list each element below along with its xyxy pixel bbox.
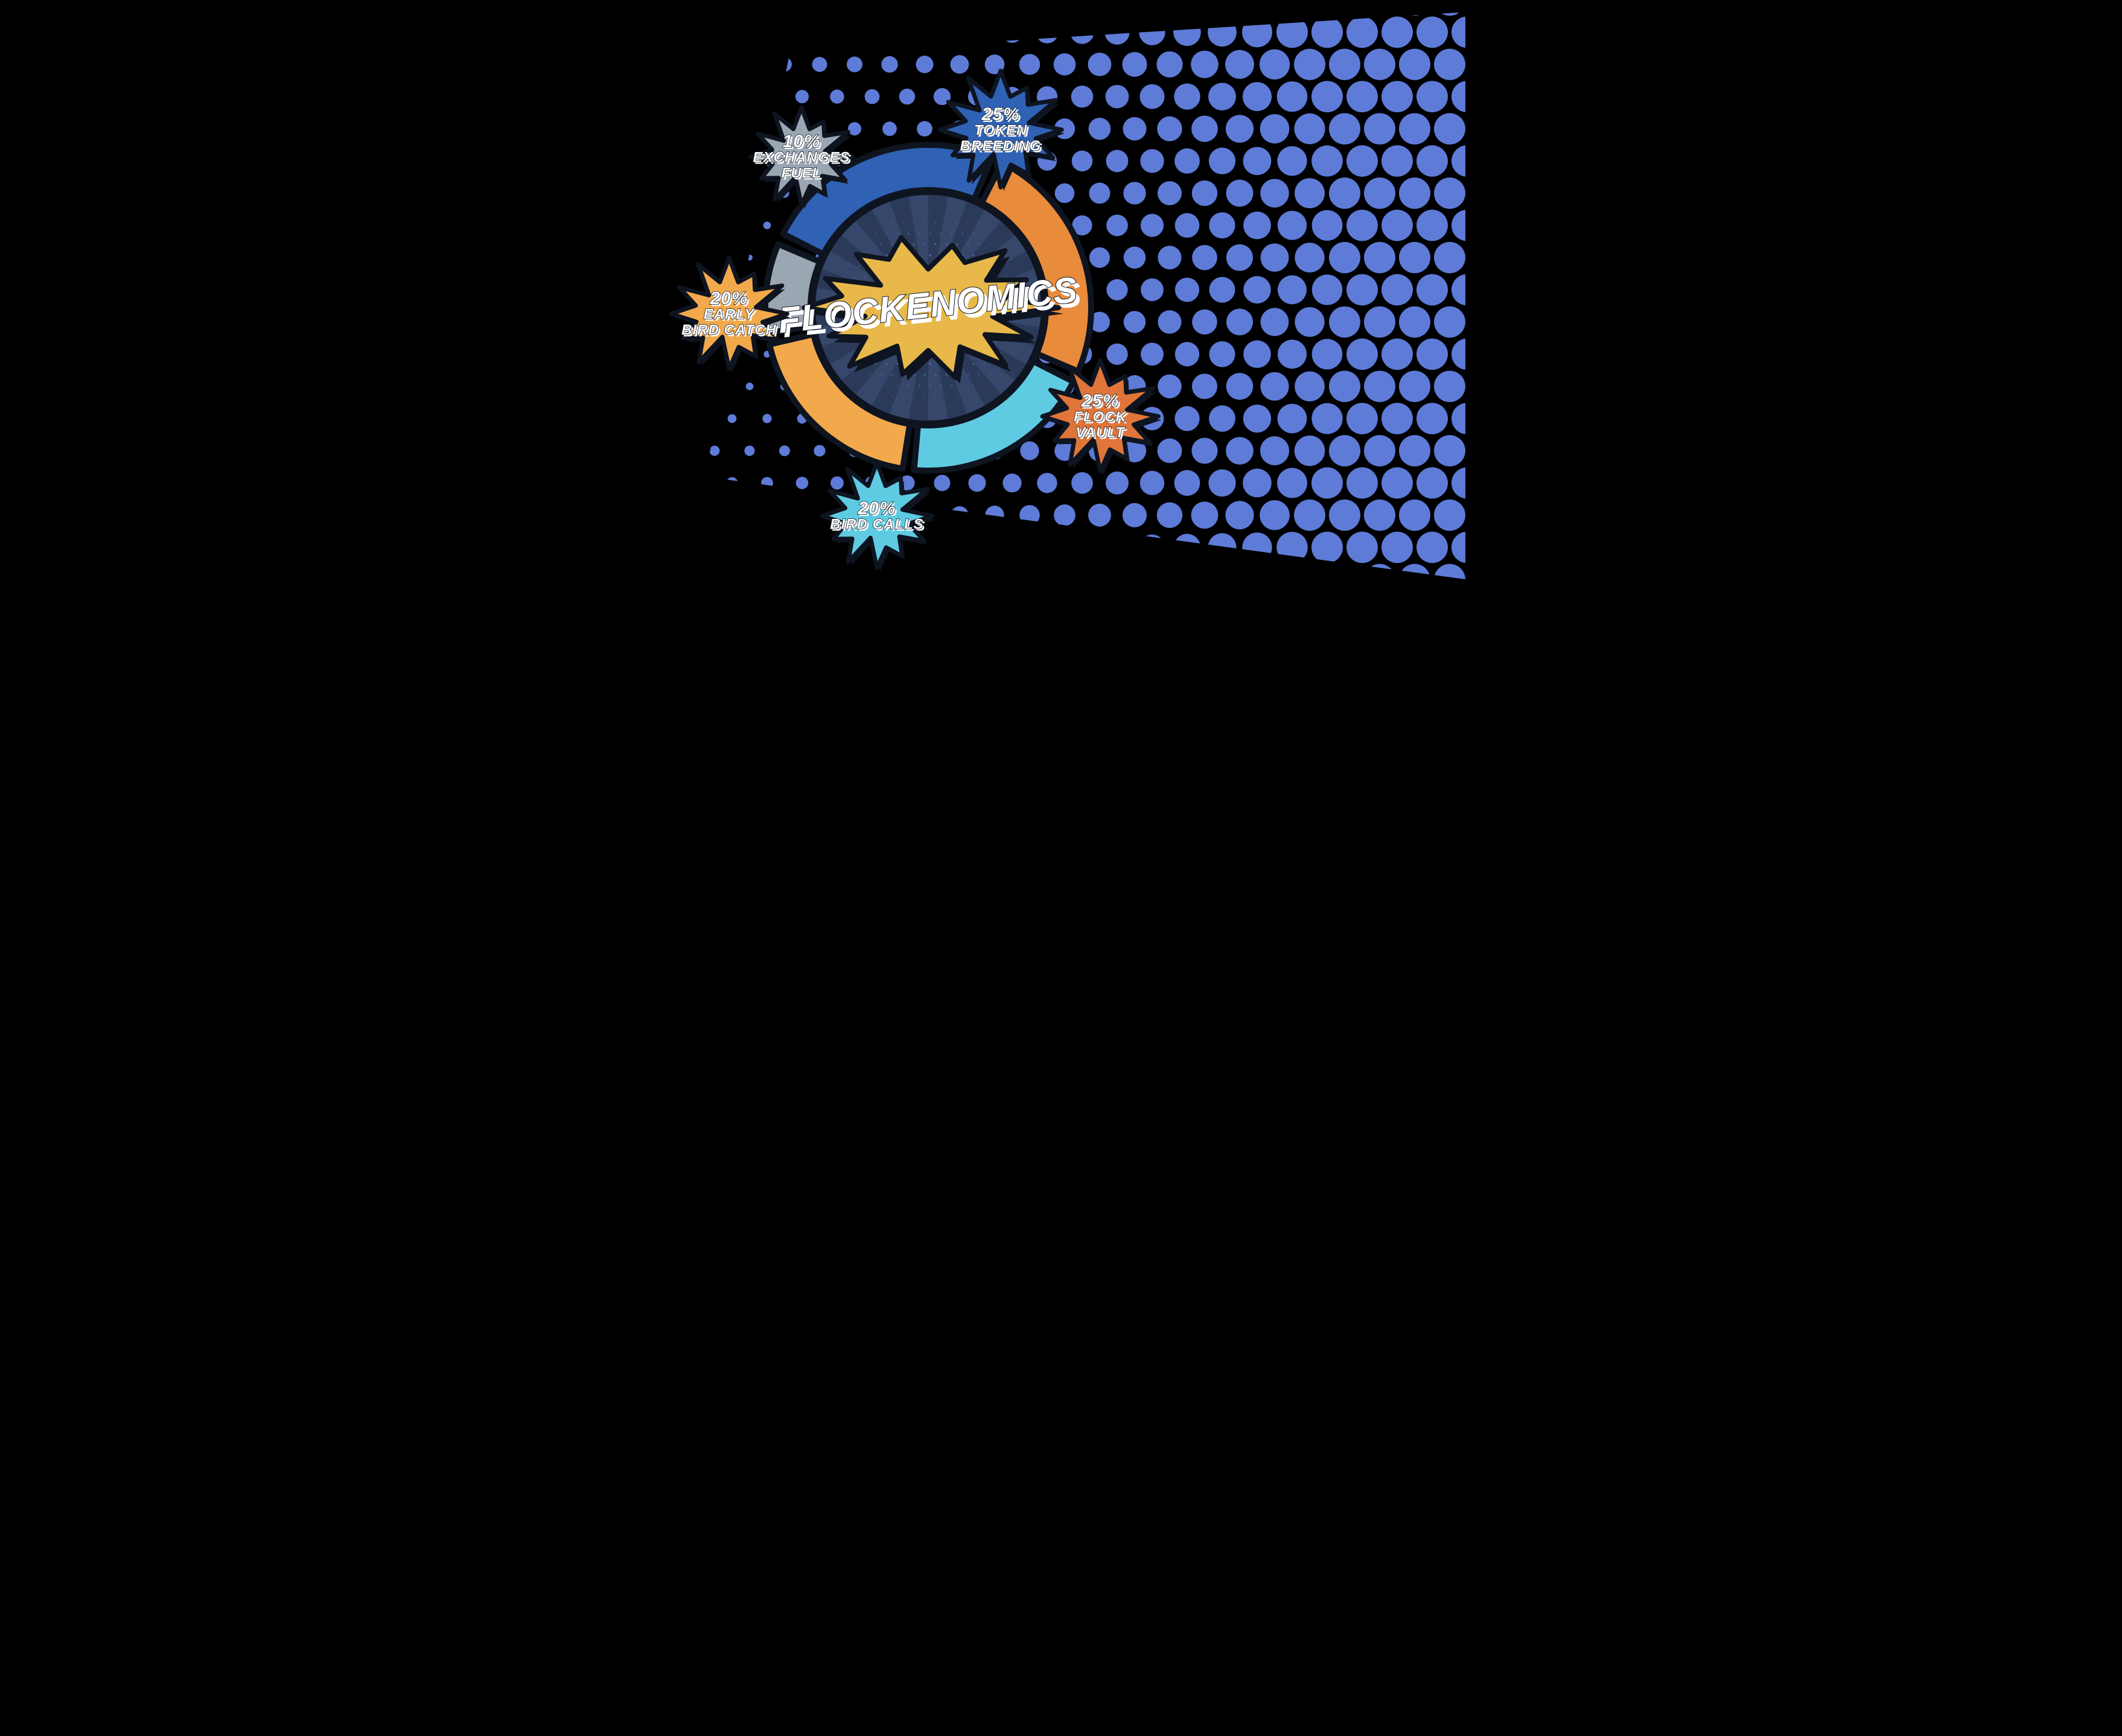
slice-label-line: FUEL xyxy=(782,165,822,181)
infographic-svg: FLOCKENOMICSFLOCKENOMICS25%25%TOKENTOKEN… xyxy=(645,0,1477,594)
slice-label-line: EXCHANGES xyxy=(753,149,850,165)
slice-label-line: TOKEN xyxy=(974,122,1028,138)
slice-label-pct: 20% xyxy=(857,498,896,518)
slice-label-pct: 10% xyxy=(782,132,820,151)
infographic-stage: FLOCKENOMICSFLOCKENOMICS25%25%TOKENTOKEN… xyxy=(645,0,1477,594)
slice-label-line: BIRD CATCH xyxy=(681,322,777,338)
slice-label-line: EARLY xyxy=(704,306,756,322)
slice-label-line: FLOCK xyxy=(1074,409,1127,425)
slice-label-line: VAULT xyxy=(1075,424,1126,440)
slice-label-line: BIRD CALLS xyxy=(830,516,923,532)
slice-label-pct: 20% xyxy=(709,288,748,308)
slice-label-pct: 25% xyxy=(1080,391,1119,411)
slice-label-line: BREEDING xyxy=(960,138,1042,154)
slice-label-pct: 25% xyxy=(981,104,1019,124)
